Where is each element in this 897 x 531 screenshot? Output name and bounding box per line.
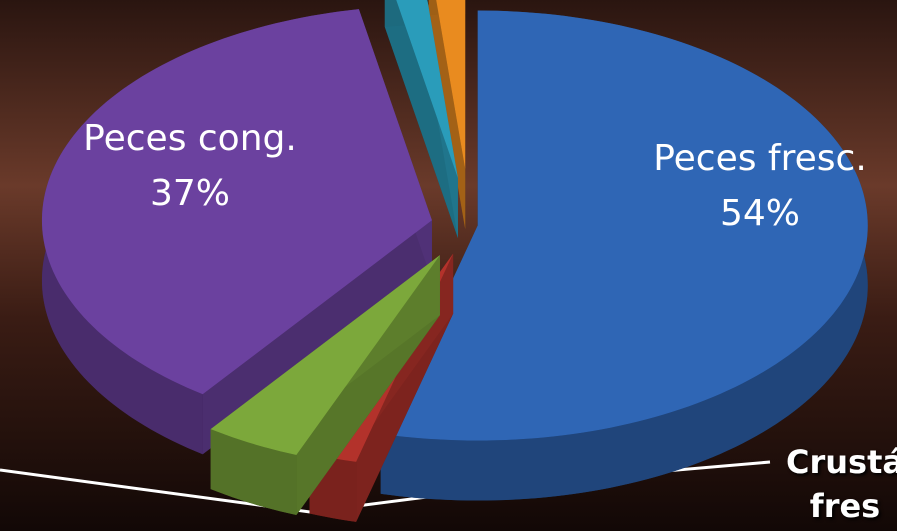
- slice: [380, 10, 868, 441]
- slice: [210, 255, 440, 456]
- slice-side: [380, 10, 868, 501]
- slice-label: Peces cong.: [83, 118, 297, 159]
- slice-side: [384, 0, 458, 239]
- pie: [41, 0, 868, 522]
- slice-label: Peces fresc.: [653, 138, 867, 179]
- slice-value-label: 37%: [150, 173, 230, 214]
- slice-value-label: 54%: [720, 193, 800, 234]
- labels: Peces fresc. 54% Peces cong. 37%: [83, 118, 867, 234]
- slice: [41, 9, 432, 395]
- slice-side: [210, 429, 297, 516]
- slice: [436, 0, 466, 170]
- slice-label: Crustá fres: [786, 443, 897, 525]
- slice: [396, 0, 458, 179]
